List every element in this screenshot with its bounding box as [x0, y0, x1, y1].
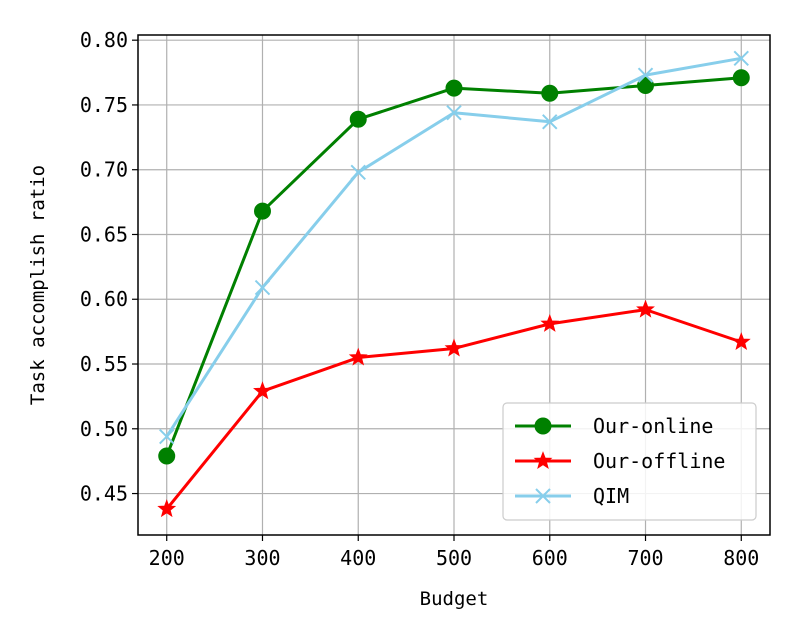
- data-point-qim-stroke: [733, 50, 749, 67]
- y-tick-label: 0.80: [80, 28, 128, 52]
- data-point-our-online: [158, 447, 176, 465]
- legend-label: QIM: [593, 484, 629, 508]
- data-point-qim-stroke: [446, 105, 462, 121]
- legend-box: [502, 402, 757, 521]
- data-point-qim-stroke: [637, 67, 654, 83]
- legend-item-our-offline: Our-offline: [515, 449, 725, 473]
- x-tick-label: 300: [244, 546, 280, 570]
- data-point-qim: [733, 50, 749, 67]
- y-tick-label: 0.75: [80, 93, 128, 117]
- y-tick-label: 0.55: [80, 352, 128, 376]
- data-point-qim: [637, 67, 654, 83]
- y-tick-label: 0.60: [80, 287, 128, 311]
- x-tick-label: 500: [436, 546, 472, 570]
- series-layer: [157, 50, 751, 518]
- legend-marker: [535, 488, 551, 504]
- y-tick-label: 0.50: [80, 417, 128, 441]
- data-point-our-offline: [636, 299, 655, 318]
- data-point-our-online: [541, 84, 559, 102]
- data-point-our-online: [349, 110, 367, 128]
- legend-label: Our-online: [593, 414, 713, 438]
- data-point-our-online: [732, 69, 750, 87]
- data-point-qim-stroke: [542, 114, 558, 130]
- axis-ticks: 200 300 400 500 600 700 800 0.45 0.50 0.55 0.60 0.6…: [80, 28, 760, 570]
- data-point-our-offline: [444, 338, 464, 357]
- data-point-our-offline: [731, 332, 751, 351]
- data-point-qim: [446, 105, 462, 121]
- legend-marker-stroke: [535, 488, 551, 504]
- y-axis-label: Task accomplish ratio: [27, 165, 49, 405]
- x-tick-label: 800: [723, 546, 759, 570]
- x-tick-label: 200: [149, 546, 185, 570]
- y-tick-label: 0.70: [80, 158, 128, 182]
- y-tick-label: 0.45: [80, 482, 128, 506]
- data-point-qim-stroke: [159, 428, 175, 445]
- data-point-our-offline: [253, 381, 272, 400]
- legend-marker: [533, 451, 553, 470]
- x-axis-label: Budget: [420, 588, 489, 610]
- legend-item-qim: QIM: [515, 484, 629, 508]
- x-tick-label: 700: [627, 546, 663, 570]
- data-point-our-online: [445, 79, 463, 97]
- legend-item-our-online: Our-online: [515, 414, 713, 438]
- data-point-our-offline: [157, 499, 177, 518]
- legend-label: Our-offline: [593, 449, 725, 473]
- legend-marker: [534, 417, 552, 435]
- y-tick-label: 0.65: [80, 222, 128, 246]
- data-point-qim: [159, 428, 175, 445]
- x-tick-label: 600: [532, 546, 568, 570]
- data-point-qim-stroke: [350, 164, 366, 181]
- data-point-our-offline: [540, 313, 560, 332]
- data-point-our-online: [637, 77, 655, 95]
- legend: Our-online Our-offline QIM: [502, 402, 757, 521]
- grid: [138, 35, 770, 535]
- data-point-qim: [254, 279, 271, 296]
- data-point-our-online: [253, 202, 271, 220]
- data-point-qim: [542, 114, 558, 130]
- x-tick-label: 400: [340, 546, 376, 570]
- data-point-qim: [350, 164, 366, 181]
- data-point-our-offline: [348, 347, 368, 366]
- data-point-qim-stroke: [254, 279, 271, 296]
